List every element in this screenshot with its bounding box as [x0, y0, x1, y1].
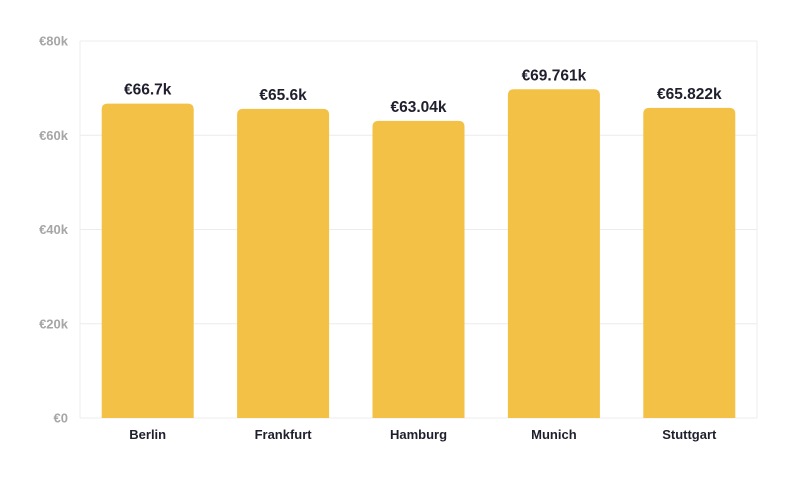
bar-berlin[interactable]: [101, 103, 194, 419]
data-label: €63.04k: [390, 99, 446, 116]
x-tick-label: Berlin: [129, 427, 166, 442]
data-label: €66.7k: [124, 82, 172, 99]
bar-munich[interactable]: [507, 89, 600, 419]
y-tick-label: €20k: [39, 316, 69, 331]
data-label: €65.822k: [657, 86, 722, 103]
bars-layer: €66.7k €65.6k €63.04k €69.761k €65.822k: [101, 67, 736, 419]
bar-frankfurt[interactable]: [237, 108, 330, 419]
y-tick-label: €60k: [39, 128, 69, 143]
x-tick-label: Frankfurt: [255, 427, 313, 442]
x-axis: Berlin Frankfurt Hamburg Munich Stuttgart: [129, 427, 717, 442]
data-label: €69.761k: [522, 67, 587, 84]
bar-stuttgart[interactable]: [643, 107, 736, 418]
y-tick-label: €80k: [39, 34, 69, 49]
x-tick-label: Stuttgart: [662, 427, 717, 442]
y-tick-label: €40k: [39, 222, 69, 237]
x-tick-label: Hamburg: [390, 427, 447, 442]
x-tick-label: Munich: [531, 427, 577, 442]
y-tick-label: €0: [54, 411, 68, 426]
y-axis: €0 €20k €40k €60k €80k: [39, 34, 69, 426]
bar-hamburg[interactable]: [372, 120, 465, 418]
data-label: €65.6k: [259, 87, 307, 104]
